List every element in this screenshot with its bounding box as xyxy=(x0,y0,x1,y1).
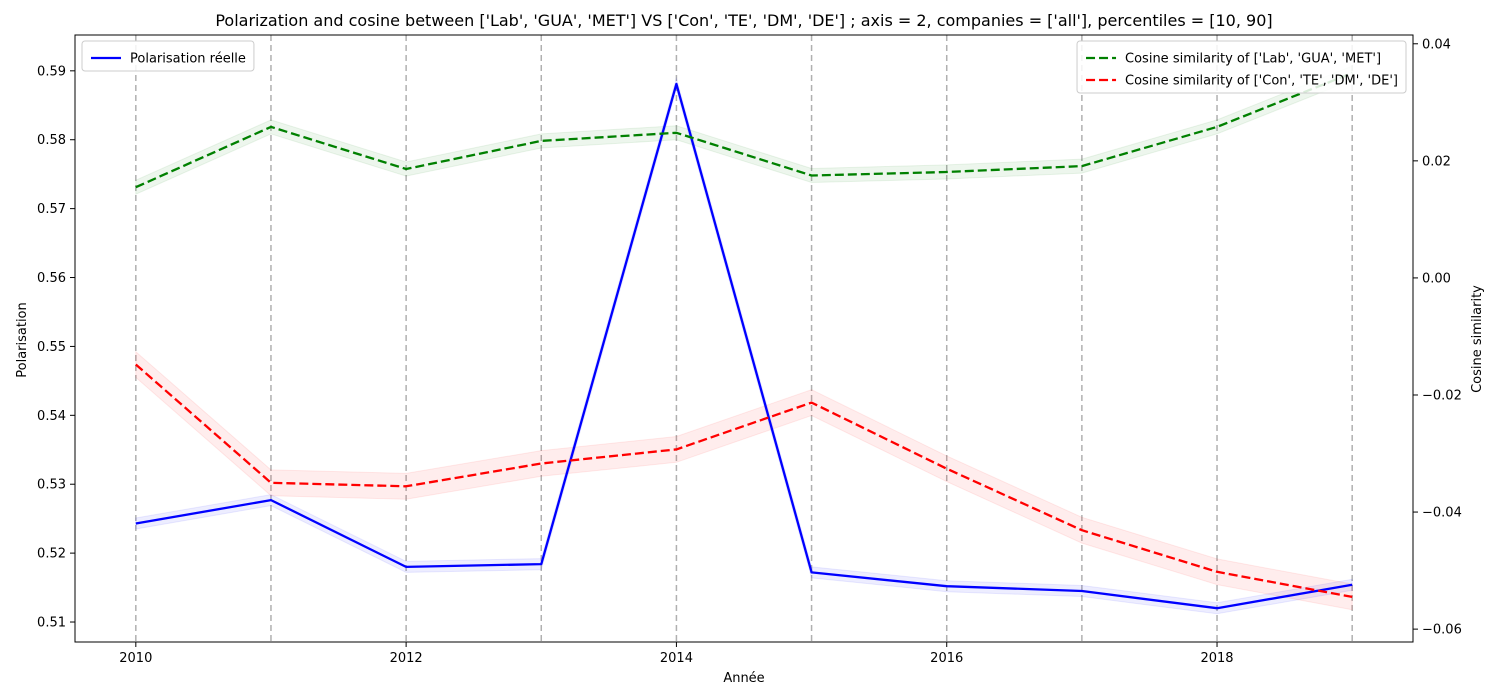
x-tick-label: 2016 xyxy=(930,651,963,666)
y-right-tick-label: 0.02 xyxy=(1422,154,1451,169)
y-right-tick-label: −0.06 xyxy=(1422,623,1462,638)
x-tick-label: 2014 xyxy=(660,651,693,666)
y-left-tick-label: 0.57 xyxy=(37,202,66,217)
confidence-bands xyxy=(135,65,1353,615)
series-1-line xyxy=(135,71,1353,189)
series-2-line xyxy=(135,363,1353,599)
y-left-tick-label: 0.58 xyxy=(37,133,66,148)
y-axis-left-label: Polarisation xyxy=(15,302,30,378)
legend-right: Cosine similarity of ['Lab', 'GUA', 'MET… xyxy=(1076,40,1407,94)
y-left-tick-label: 0.56 xyxy=(37,271,66,286)
x-tick-label: 2010 xyxy=(119,651,152,666)
legend-left: Polarisation réelle xyxy=(81,40,255,72)
plot-frame xyxy=(74,34,1414,643)
y-left-tick-label: 0.55 xyxy=(37,340,66,355)
legend-label-2: Cosine similarity of ['Con', 'TE', 'DM',… xyxy=(1125,74,1398,89)
series-0-band xyxy=(135,76,1353,615)
y-right-tick-label: −0.02 xyxy=(1422,388,1462,403)
y-axis-right-ticks: −0.06 −0.04 −0.02 0.00 0.02 0.04 xyxy=(1413,37,1462,638)
y-left-tick-label: 0.51 xyxy=(37,616,66,631)
y-left-tick-label: 0.59 xyxy=(37,64,66,79)
chart-title: Polarization and cosine between ['Lab', … xyxy=(215,11,1272,30)
y-left-tick-label: 0.54 xyxy=(37,409,66,424)
y-right-tick-label: 0.04 xyxy=(1422,37,1451,52)
x-tick-label: 2012 xyxy=(390,651,423,666)
y-left-tick-label: 0.52 xyxy=(37,547,66,562)
series-lines xyxy=(135,71,1353,610)
legend-label-1: Cosine similarity of ['Lab', 'GUA', 'MET… xyxy=(1125,52,1381,67)
y-right-tick-label: 0.00 xyxy=(1422,271,1451,286)
y-right-tick-label: −0.04 xyxy=(1422,506,1462,521)
y-axis-right-label: Cosine similarity xyxy=(1470,285,1485,393)
series-0-line xyxy=(135,82,1353,610)
series-2-band xyxy=(135,350,1353,611)
legend-box xyxy=(1076,40,1407,94)
vertical-gridlines xyxy=(135,35,1353,642)
y-axis-left-ticks: 0.51 0.52 0.53 0.54 0.55 0.56 0.57 0.58 0.59 xyxy=(37,64,75,631)
x-axis-ticks: 2010 2012 2014 2016 2018 xyxy=(119,642,1234,666)
x-tick-label: 2018 xyxy=(1200,651,1233,666)
x-axis-label: Année xyxy=(723,671,764,686)
legend-box xyxy=(81,40,255,72)
y-left-tick-label: 0.53 xyxy=(37,478,66,493)
legend-label-0: Polarisation réelle xyxy=(130,52,246,67)
